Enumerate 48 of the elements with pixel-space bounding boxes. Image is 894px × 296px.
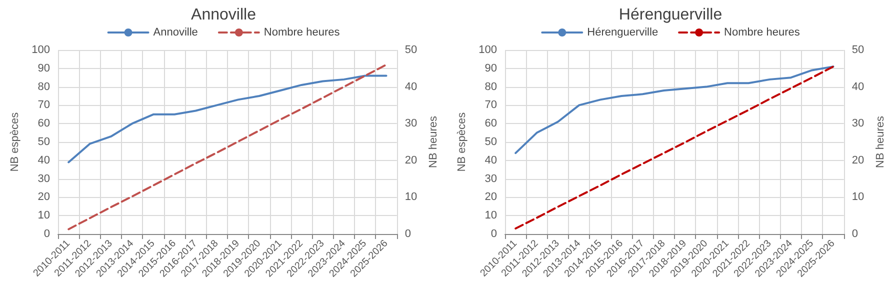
y-tick-label: 50: [484, 136, 497, 148]
legend-label: Nombre heures: [264, 26, 340, 38]
line-series: [514, 66, 834, 230]
y-tick-label: 0: [44, 228, 50, 240]
y-axis-title: NB espèces: [456, 112, 468, 172]
y-tick-label: 20: [38, 191, 50, 204]
y2-tick-label: 10: [852, 191, 864, 204]
y-tick-label: 0: [490, 228, 497, 240]
legend-label: Nombre heures: [724, 26, 800, 38]
legend-label: Annoville: [153, 26, 198, 38]
y-tick-label: 30: [484, 172, 497, 185]
y-tick-label: 10: [38, 210, 50, 222]
y2-tick-label: 30: [404, 118, 418, 130]
y2-tick-label: 50: [404, 44, 418, 56]
y2-tick-label: 0: [404, 228, 411, 240]
line-series: [68, 74, 388, 164]
y-tick-label: 70: [484, 99, 497, 112]
y2-tick-label: 50: [852, 44, 864, 56]
y-tick-label: 100: [32, 44, 50, 56]
y-axis-title: NB espèces: [9, 112, 22, 172]
y2-tick-label: 40: [404, 80, 418, 93]
y2-axis-title: NB heures: [428, 116, 440, 168]
y2-tick-label: 0: [852, 228, 858, 240]
y2-axis-title: NB heures: [874, 116, 886, 168]
y-tick-label: 60: [38, 118, 50, 130]
y-tick-label: 80: [38, 80, 50, 93]
y2-tick-label: 20: [852, 154, 864, 166]
y2-tick-label: 40: [852, 80, 864, 93]
line-series: [68, 64, 388, 230]
y-tick-label: 70: [38, 99, 50, 112]
y-tick-label: 80: [484, 80, 497, 93]
y-tick-label: 40: [484, 154, 497, 166]
chart-title: Hérenguerville: [618, 6, 722, 24]
y-tick-label: 100: [478, 44, 497, 56]
y-tick-label: 60: [484, 118, 497, 130]
y2-tick-label: 10: [404, 191, 418, 204]
line-series: [514, 66, 834, 154]
y-tick-label: 10: [484, 210, 497, 222]
y-tick-label: 90: [484, 62, 497, 74]
y-tick-label: 90: [38, 62, 50, 74]
y2-tick-label: 20: [404, 154, 418, 166]
y2-tick-label: 30: [852, 118, 864, 130]
y-tick-label: 20: [484, 191, 497, 204]
y-tick-label: 40: [38, 154, 50, 166]
y-tick-label: 50: [38, 136, 50, 148]
y-tick-label: 30: [38, 172, 50, 185]
chart-title: Annoville: [191, 6, 256, 24]
legend-label: Hérenguerville: [587, 26, 658, 38]
